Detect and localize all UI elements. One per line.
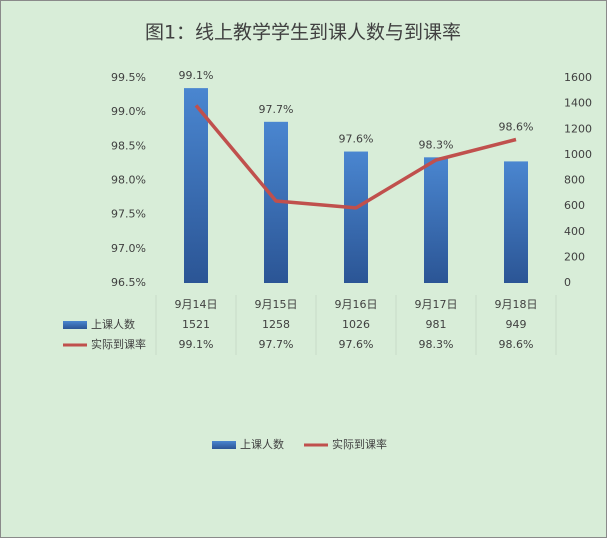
table-cell: 98.3% bbox=[419, 338, 454, 351]
y-tick-label: 98.0% bbox=[111, 174, 146, 187]
y2-tick-label: 400 bbox=[564, 225, 585, 238]
bar bbox=[344, 151, 368, 283]
y2-tick-label: 0 bbox=[564, 276, 571, 289]
x-tick-label: 9月15日 bbox=[255, 298, 298, 311]
table-series-name: 上课人数 bbox=[91, 318, 135, 331]
bar bbox=[504, 161, 528, 283]
chart-title: 图1：线上教学学生到课人数与到课率 bbox=[145, 22, 461, 44]
table-cell: 97.6% bbox=[339, 338, 374, 351]
y-tick-label: 99.5% bbox=[111, 71, 146, 84]
line bbox=[194, 104, 517, 210]
table-cell: 1521 bbox=[182, 318, 210, 331]
y-tick-label: 96.5% bbox=[111, 276, 146, 289]
data-label: 99.1% bbox=[179, 69, 214, 82]
table-cell: 1258 bbox=[262, 318, 290, 331]
table-cell: 981 bbox=[426, 318, 447, 331]
y2-tick-label: 1600 bbox=[564, 71, 592, 84]
legend-key bbox=[212, 441, 236, 449]
y2-tick-label: 200 bbox=[564, 250, 585, 263]
y-tick-label: 98.5% bbox=[111, 139, 146, 152]
table-cell: 97.7% bbox=[259, 338, 294, 351]
table-cell: 99.1% bbox=[179, 338, 214, 351]
table-cell: 949 bbox=[506, 318, 527, 331]
y2-tick-label: 1000 bbox=[564, 148, 592, 161]
y2-tick-label: 1200 bbox=[564, 122, 592, 135]
y2-tick-label: 1400 bbox=[564, 97, 592, 110]
x-tick-label: 9月17日 bbox=[415, 298, 458, 311]
table-cell: 98.6% bbox=[499, 338, 534, 351]
y-tick-label: 97.5% bbox=[111, 208, 146, 221]
x-tick-label: 9月14日 bbox=[175, 298, 218, 311]
y2-tick-label: 600 bbox=[564, 199, 585, 212]
legend-label: 上课人数 bbox=[240, 438, 284, 451]
legend-label: 实际到课率 bbox=[332, 437, 387, 451]
y-tick-label: 99.0% bbox=[111, 105, 146, 118]
table-series-name: 实际到课率 bbox=[91, 337, 146, 351]
bar bbox=[424, 157, 448, 283]
y2-tick-label: 800 bbox=[564, 174, 585, 187]
data-label: 98.6% bbox=[499, 121, 534, 134]
table-key bbox=[63, 321, 87, 329]
table-cell: 1026 bbox=[342, 318, 370, 331]
data-label: 97.6% bbox=[339, 133, 374, 146]
x-tick-label: 9月16日 bbox=[335, 298, 378, 311]
data-label: 98.3% bbox=[419, 138, 454, 151]
y-tick-label: 97.0% bbox=[111, 242, 146, 255]
bar bbox=[184, 88, 208, 283]
x-tick-label: 9月18日 bbox=[495, 298, 538, 311]
data-label: 97.7% bbox=[259, 103, 294, 116]
